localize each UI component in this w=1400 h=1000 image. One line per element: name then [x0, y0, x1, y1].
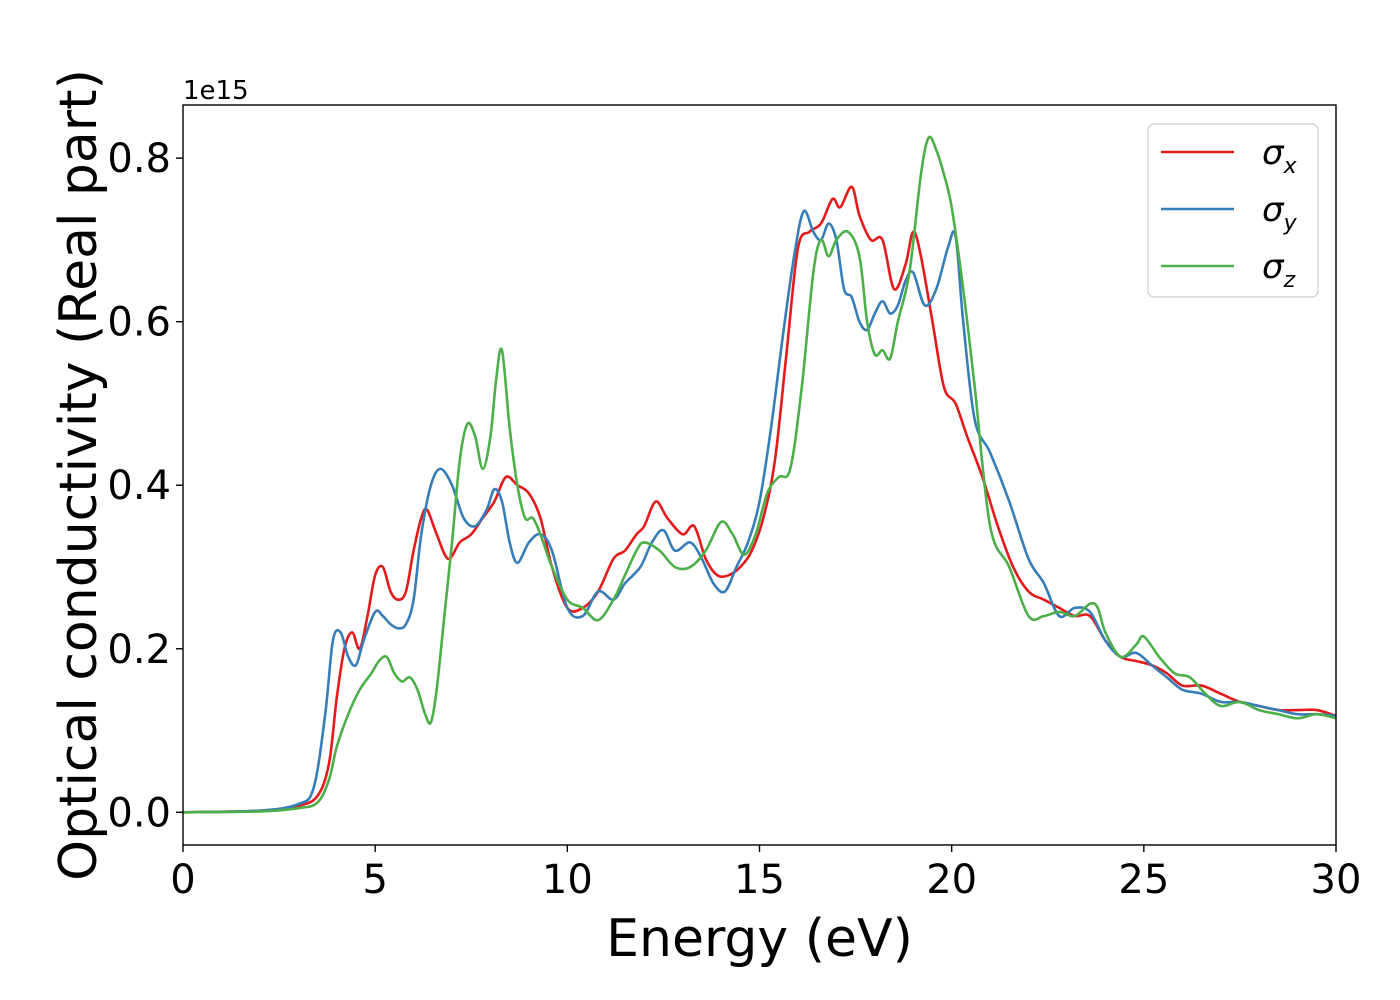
- legend-symbol: σ: [1262, 190, 1285, 230]
- y-tick-label: 0.2: [107, 627, 171, 673]
- x-tick-label: 20: [926, 857, 977, 903]
- x-tick-label: 0: [170, 857, 195, 903]
- y-tick-label: 0.6: [107, 300, 171, 346]
- legend-frame: [1147, 123, 1319, 298]
- x-tick-label: 30: [1311, 857, 1362, 903]
- y-offset-label: 1e15: [183, 76, 249, 106]
- series-line-x: [183, 185, 1336, 814]
- x-tick-label: 25: [1118, 857, 1169, 903]
- x-tick-label: 10: [542, 857, 593, 903]
- x-axis-title: Energy (eV): [606, 909, 913, 969]
- legend-subscript: x: [1283, 154, 1298, 179]
- tick-layer: 0 5 10 15 20 25 30 0.0 0.2 0.4 0.6 0.8: [107, 136, 1361, 903]
- legend-label-y: σy: [1262, 190, 1298, 236]
- y-axis-title: Optical conductivity (Real part): [49, 69, 109, 881]
- y-tick-label: 0.4: [107, 463, 171, 509]
- y-tick-label: 0.8: [107, 136, 171, 182]
- x-tick-label: 5: [362, 857, 387, 903]
- y-tick-label: 0.0: [107, 790, 171, 836]
- series-lines: [183, 135, 1336, 814]
- legend-subscript: z: [1283, 268, 1296, 293]
- legend-label-x: σx: [1262, 133, 1298, 179]
- legend-label-z: σz: [1262, 247, 1296, 293]
- legend-subscript: y: [1283, 211, 1298, 236]
- legend-symbol: σ: [1262, 133, 1285, 173]
- x-tick-label: 15: [734, 857, 785, 903]
- series-line-z: [183, 135, 1336, 814]
- legend-symbol: σ: [1262, 247, 1285, 287]
- plot-area-frame: [182, 104, 1337, 846]
- series-line-y: [183, 209, 1336, 814]
